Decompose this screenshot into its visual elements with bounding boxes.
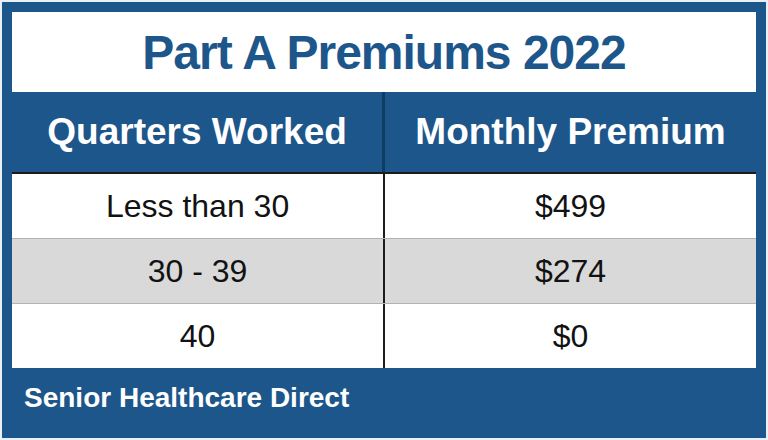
- cell-quarters-worked: Less than 30: [12, 174, 385, 238]
- column-header-monthly-premium: Monthly Premium: [385, 92, 756, 172]
- cell-monthly-premium: $0: [385, 304, 756, 368]
- table-row: Less than 30 $499: [12, 174, 756, 238]
- table-row: 30 - 39 $274: [12, 238, 756, 304]
- cell-monthly-premium: $274: [385, 239, 756, 303]
- cell-monthly-premium: $499: [385, 174, 756, 238]
- card-frame: Part A Premiums 2022 Quarters Worked Mon…: [2, 2, 766, 438]
- brand-label: Senior Healthcare Direct: [24, 382, 349, 414]
- cell-quarters-worked: 40: [12, 304, 385, 368]
- table-header-row: Quarters Worked Monthly Premium: [12, 92, 756, 172]
- table-row: 40 $0: [12, 304, 756, 368]
- cell-quarters-worked: 30 - 39: [12, 239, 385, 303]
- premiums-infographic: Part A Premiums 2022 Quarters Worked Mon…: [0, 0, 768, 440]
- title-band: Part A Premiums 2022: [12, 12, 756, 92]
- table-body: Less than 30 $499 30 - 39 $274 40 $0: [12, 172, 756, 368]
- footer-band: Senior Healthcare Direct: [12, 368, 756, 428]
- column-header-quarters-worked: Quarters Worked: [12, 92, 385, 172]
- page-title: Part A Premiums 2022: [142, 25, 625, 80]
